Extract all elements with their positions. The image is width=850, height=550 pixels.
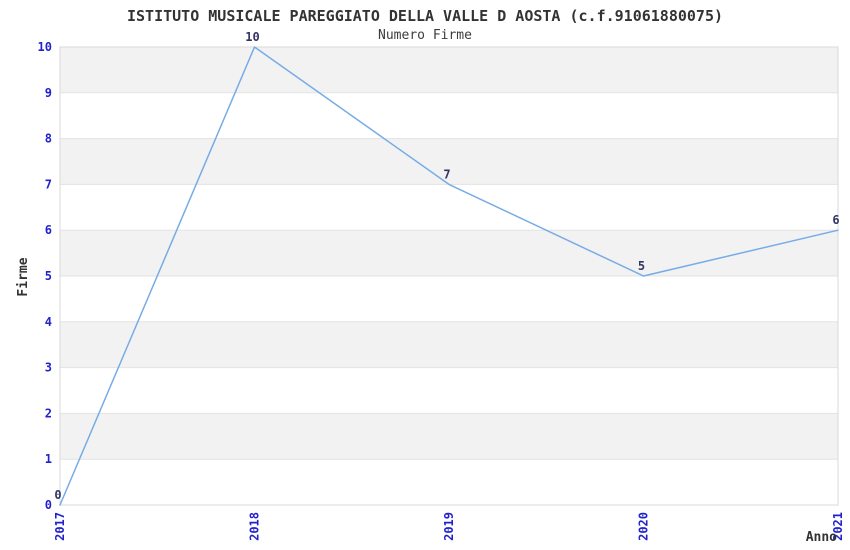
point-label: 0	[54, 488, 61, 502]
y-tick-label: 0	[45, 498, 52, 512]
point-label: 5	[638, 259, 645, 273]
y-tick-label: 8	[45, 132, 52, 146]
y-tick-label: 9	[45, 86, 52, 100]
x-tick-label: 2019	[442, 512, 456, 541]
y-tick-label: 5	[45, 269, 52, 283]
x-tick-label: 2018	[248, 512, 262, 541]
grid-band	[60, 47, 838, 93]
grid-band	[60, 321, 838, 368]
plot-border	[59, 46, 839, 506]
y-tick-label: 10	[38, 40, 52, 54]
x-tick-label: 2017	[53, 512, 67, 541]
grid-band	[60, 230, 838, 276]
y-tick-label: 4	[45, 315, 52, 329]
grid-band	[60, 413, 838, 460]
plot-layer: 0 1 2 3 4 5 6 7 8 9 10 2017 2018 2019 2020 2021 0 10 7 5 6	[38, 30, 845, 541]
y-tick-label: 2	[45, 406, 52, 420]
chart-title: ISTITUTO MUSICALE PAREGGIATO DELLA VALLE…	[126, 7, 724, 25]
grid-band	[60, 138, 838, 185]
x-axis-title: Anno	[806, 530, 837, 545]
point-label: 6	[832, 213, 839, 227]
point-label: 7	[443, 167, 450, 181]
y-tick-label: 3	[45, 361, 52, 375]
x-tick-label: 2021	[831, 512, 845, 541]
chart-subtitle: Numero Firme	[378, 28, 472, 43]
x-tick-label: 2020	[637, 512, 651, 541]
y-axis-title: Firme	[16, 257, 31, 296]
y-tick-label: 7	[45, 177, 52, 191]
y-tick-label: 6	[45, 223, 52, 237]
data-line	[59, 46, 839, 506]
y-tick-label: 1	[45, 452, 52, 466]
point-label: 10	[245, 30, 259, 44]
